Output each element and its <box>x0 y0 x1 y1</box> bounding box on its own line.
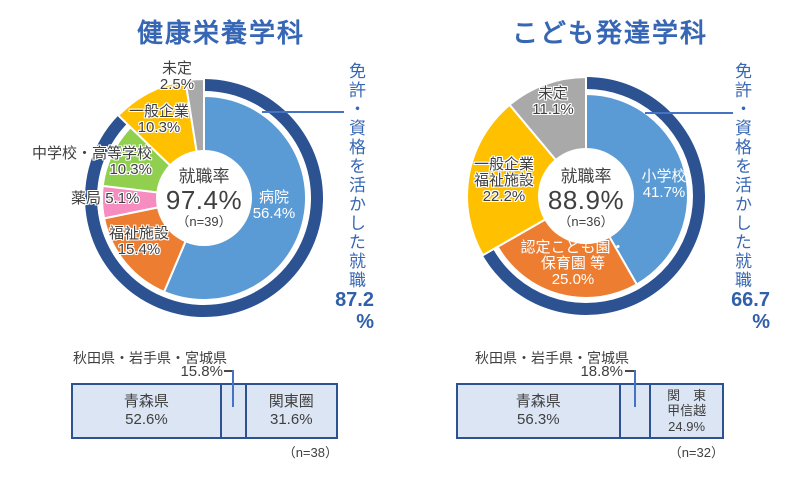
segment-pct: 31.6% <box>270 411 313 428</box>
slice-name: 薬局 <box>71 190 102 207</box>
panel-title: こども発達学科 <box>511 18 708 48</box>
employment-rate-label: 就職率 <box>178 167 230 186</box>
segment-pct: 52.6% <box>125 411 168 428</box>
segment-label: 関 東 <box>667 388 707 403</box>
donut-center-label: 就職率 97.4% （n=39） <box>144 167 264 230</box>
slice-name: 未定 <box>161 60 192 77</box>
note-connector-dash <box>625 370 635 372</box>
ring-percentage: 66.7 % <box>714 289 770 334</box>
note-connector-line <box>232 370 234 407</box>
slice-label-shogakko: 小学校 41.7% <box>624 168 704 202</box>
employment-rate-value: 97.4% <box>165 185 243 216</box>
slice-pct: 2.5% <box>159 76 195 94</box>
donut-center-label: 就職率 88.9% （n=36） <box>526 167 646 230</box>
slice-label-chugakko: 中学校・高等学校 10.3% <box>32 145 153 179</box>
slice-name: 認定こども園・ <box>520 239 626 256</box>
ring-percentage: 87.2 % <box>318 289 374 334</box>
bar-segment-tohoku <box>621 385 652 437</box>
slice-name: 福祉施設 <box>108 225 169 242</box>
bar-note-pct: 18.8% <box>580 363 623 380</box>
ring-caption: 免許・資格を活かした就職 <box>346 62 365 290</box>
segment-label: 関東圏 <box>268 393 314 410</box>
slice-pct: 25.0% <box>551 271 595 289</box>
slice-name: 病院 <box>258 189 289 206</box>
percent-sign: % <box>752 311 770 334</box>
bar-segment-tohoku <box>222 385 247 437</box>
segment-pct: 24.9% <box>668 418 706 434</box>
slice-name: 小学校 <box>641 168 687 185</box>
bar-segment-aomori: 青森県 56.3% <box>458 385 621 437</box>
slice-pct: 5.1% <box>105 190 140 207</box>
bar-sample-size: （n=38） <box>282 445 338 460</box>
ring-caption: 免許・資格を活かした就職 <box>732 62 751 290</box>
segment-label: 甲信越 <box>667 403 707 419</box>
slice-name: 未定 <box>537 85 568 102</box>
bar-note-label: 秋田県・岩手県・宮城県 <box>73 350 227 366</box>
slice-pct: 15.4% <box>117 241 161 259</box>
segment-pct: 56.3% <box>517 411 560 428</box>
slice-pct: 41.7% <box>642 184 686 202</box>
sample-size: （n=36） <box>558 214 614 230</box>
slice-name: 中学校・高等学校 <box>32 145 153 162</box>
slice-pct: 11.1% <box>532 101 574 119</box>
slice-label-ippankigyo: 一般企業 10.3% <box>119 103 199 137</box>
bar-note-label: 秋田県・岩手県・宮城県 <box>475 350 629 366</box>
leader-line <box>645 112 733 114</box>
slice-name: 保育園 等 <box>540 255 606 273</box>
region-bar: 青森県 52.6% 関東圏 31.6% <box>71 383 338 439</box>
percent-sign: % <box>356 311 374 334</box>
slice-label-fukushi: 福祉施設 15.4% <box>99 225 179 259</box>
bar-segment-kanto: 関東圏 31.6% <box>247 385 336 437</box>
slice-name: 一般企業 <box>473 156 534 173</box>
slice-label-byoin: 病院 56.4% <box>234 189 314 223</box>
slice-pct: 10.3% <box>109 161 152 179</box>
slice-pct: 22.2% <box>482 188 526 206</box>
leader-line <box>262 111 344 113</box>
slice-label-ippan-fukushi: 一般企業 福祉施設 22.2% <box>464 156 544 206</box>
slice-name: 一般企業 <box>128 103 189 120</box>
ring-value: 66.7 <box>731 289 770 311</box>
note-connector-line <box>634 370 636 407</box>
slice-pct: 56.4% <box>252 205 296 223</box>
donut-chart <box>85 78 324 317</box>
employment-rate-value: 88.9% <box>547 185 625 216</box>
segment-label: 青森県 <box>515 393 561 410</box>
employment-rate-label: 就職率 <box>560 167 612 186</box>
bar-note-pct: 15.8% <box>180 363 223 380</box>
note-connector-dash <box>224 370 234 372</box>
slice-name: 福祉施設 <box>473 172 534 190</box>
slice-pct: 10.3% <box>137 119 181 137</box>
slice-label-yakkyoku: 薬局 5.1% <box>71 190 151 207</box>
bar-sample-size: （n=32） <box>668 445 724 460</box>
slice-label-mitei: 未定 11.1% <box>513 85 593 119</box>
region-bar: 青森県 56.3% 関 東 甲信越 24.9% <box>456 383 724 439</box>
segment-label: 青森県 <box>123 393 169 410</box>
bar-segment-aomori: 青森県 52.6% <box>73 385 222 437</box>
slice-label-kodomoen: 認定こども園・ 保育園 等 25.0% <box>513 239 633 289</box>
ring-value: 87.2 <box>335 289 374 311</box>
panel-title: 健康栄養学科 <box>136 18 305 48</box>
sample-size: （n=39） <box>176 214 232 230</box>
donut-chart <box>466 76 706 315</box>
bar-segment-kanto-koshinetsu: 関 東 甲信越 24.9% <box>651 385 722 437</box>
slice-label-mitei: 未定 2.5% <box>147 60 207 94</box>
